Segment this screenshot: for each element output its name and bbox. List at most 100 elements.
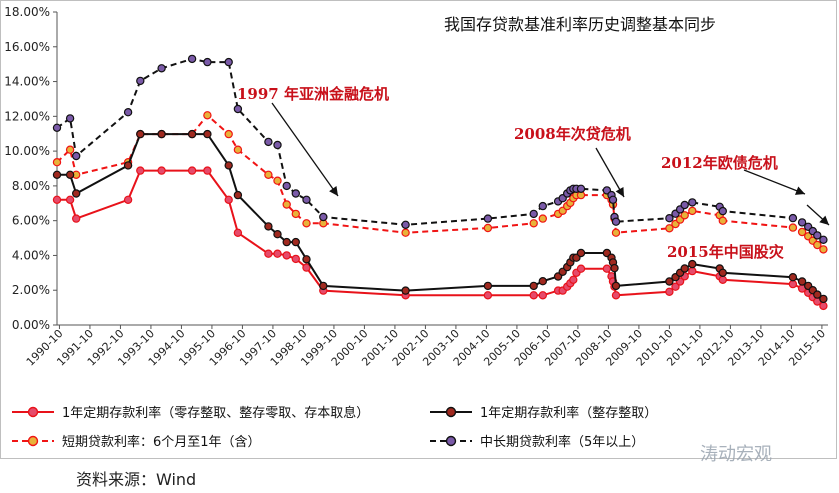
data-point — [65, 114, 75, 123]
series-group — [52, 54, 828, 311]
annotation-arrow — [595, 147, 625, 198]
data-point — [788, 279, 798, 289]
legend-label: 短期贷款利率：6个月至1年（含） — [62, 434, 261, 450]
data-point — [538, 201, 548, 211]
data-point — [65, 145, 75, 154]
data-point — [611, 291, 621, 300]
data-point — [123, 107, 133, 117]
data-point — [538, 214, 548, 223]
annotation-arrowhead — [615, 186, 624, 197]
series-2 — [52, 129, 828, 304]
data-point — [483, 291, 493, 300]
data-point — [819, 235, 828, 244]
legend-label: 1年定期存款利率（零存整取、整存零取、存本取息） — [62, 405, 369, 421]
data-point — [610, 263, 619, 273]
data-point — [52, 170, 62, 179]
annotation-label: 2012年欧债危机 — [661, 154, 778, 172]
legend-swatch-marker — [27, 406, 39, 418]
annotation-arrow — [271, 102, 339, 197]
data-point — [576, 248, 586, 258]
data-point — [302, 263, 311, 272]
data-point — [718, 275, 728, 284]
y-tick-label: 4.00% — [12, 248, 50, 262]
data-point — [788, 273, 798, 282]
data-point — [187, 129, 197, 139]
series-4 — [52, 54, 828, 244]
legend-swatch-marker — [445, 435, 457, 447]
data-point — [688, 198, 697, 207]
data-point — [233, 190, 243, 200]
data-point — [797, 227, 807, 237]
data-point — [233, 228, 243, 237]
data-point — [665, 213, 674, 223]
data-point — [819, 294, 828, 304]
data-point — [136, 76, 145, 86]
data-point — [576, 184, 586, 193]
data-point — [264, 222, 273, 231]
data-point — [203, 57, 212, 67]
data-point — [483, 281, 493, 291]
data-point — [611, 228, 621, 237]
data-point — [123, 161, 133, 170]
data-point — [611, 217, 621, 226]
data-point — [718, 268, 728, 277]
data-point — [665, 224, 674, 233]
data-point — [788, 213, 798, 223]
data-point — [203, 111, 212, 120]
data-point — [224, 57, 233, 67]
data-point — [187, 54, 197, 64]
data-point — [576, 264, 586, 273]
data-point — [529, 209, 538, 219]
data-point — [319, 212, 328, 222]
data-point — [264, 137, 273, 147]
data-point — [680, 200, 689, 210]
data-point — [264, 170, 273, 179]
data-point — [608, 195, 618, 204]
data-point — [483, 223, 493, 233]
data-point — [788, 223, 798, 232]
data-point — [819, 245, 828, 254]
y-tick-label: 0.00% — [12, 318, 50, 332]
data-point — [819, 301, 828, 311]
data-point — [233, 145, 243, 154]
data-point — [282, 237, 291, 247]
data-point — [233, 104, 243, 114]
data-point — [187, 166, 197, 175]
y-axis-ticks: 0.00% 2.00% 4.00% 6.00% 8.00% 10.00% 12.00% 14.… — [4, 5, 57, 332]
legend-label: 1年定期存款利率（整存整取） — [480, 405, 657, 421]
data-point — [665, 287, 674, 296]
data-point — [813, 231, 822, 240]
data-point — [65, 195, 75, 204]
data-point — [291, 189, 300, 198]
data-point — [302, 255, 311, 264]
data-point — [157, 64, 166, 73]
data-point — [224, 129, 233, 139]
data-point — [291, 209, 300, 219]
legend-swatch-marker — [27, 435, 39, 447]
y-tick-label: 16.00% — [4, 40, 50, 54]
data-point — [71, 189, 81, 198]
data-point — [264, 249, 273, 258]
data-point — [136, 166, 145, 175]
data-point — [688, 259, 697, 269]
data-point — [203, 129, 212, 139]
data-point — [52, 195, 62, 204]
data-point — [813, 290, 822, 299]
y-tick-label: 18.00% — [4, 5, 50, 19]
data-point — [665, 277, 674, 286]
y-tick-label: 8.00% — [12, 179, 50, 193]
data-point — [123, 195, 133, 204]
data-point — [538, 291, 548, 300]
data-point — [273, 229, 282, 239]
data-point — [65, 170, 75, 179]
data-point — [529, 291, 538, 300]
data-point — [157, 129, 166, 139]
annotation-label: 2015年中国股灾 — [667, 243, 785, 261]
y-tick-label: 12.00% — [4, 109, 50, 123]
data-point — [611, 281, 621, 291]
data-point — [282, 251, 291, 260]
annotation-arrowhead — [819, 215, 829, 225]
watermark-logo: 涛动宏观 — [700, 444, 772, 465]
data-point — [529, 281, 538, 291]
data-point — [602, 264, 612, 273]
